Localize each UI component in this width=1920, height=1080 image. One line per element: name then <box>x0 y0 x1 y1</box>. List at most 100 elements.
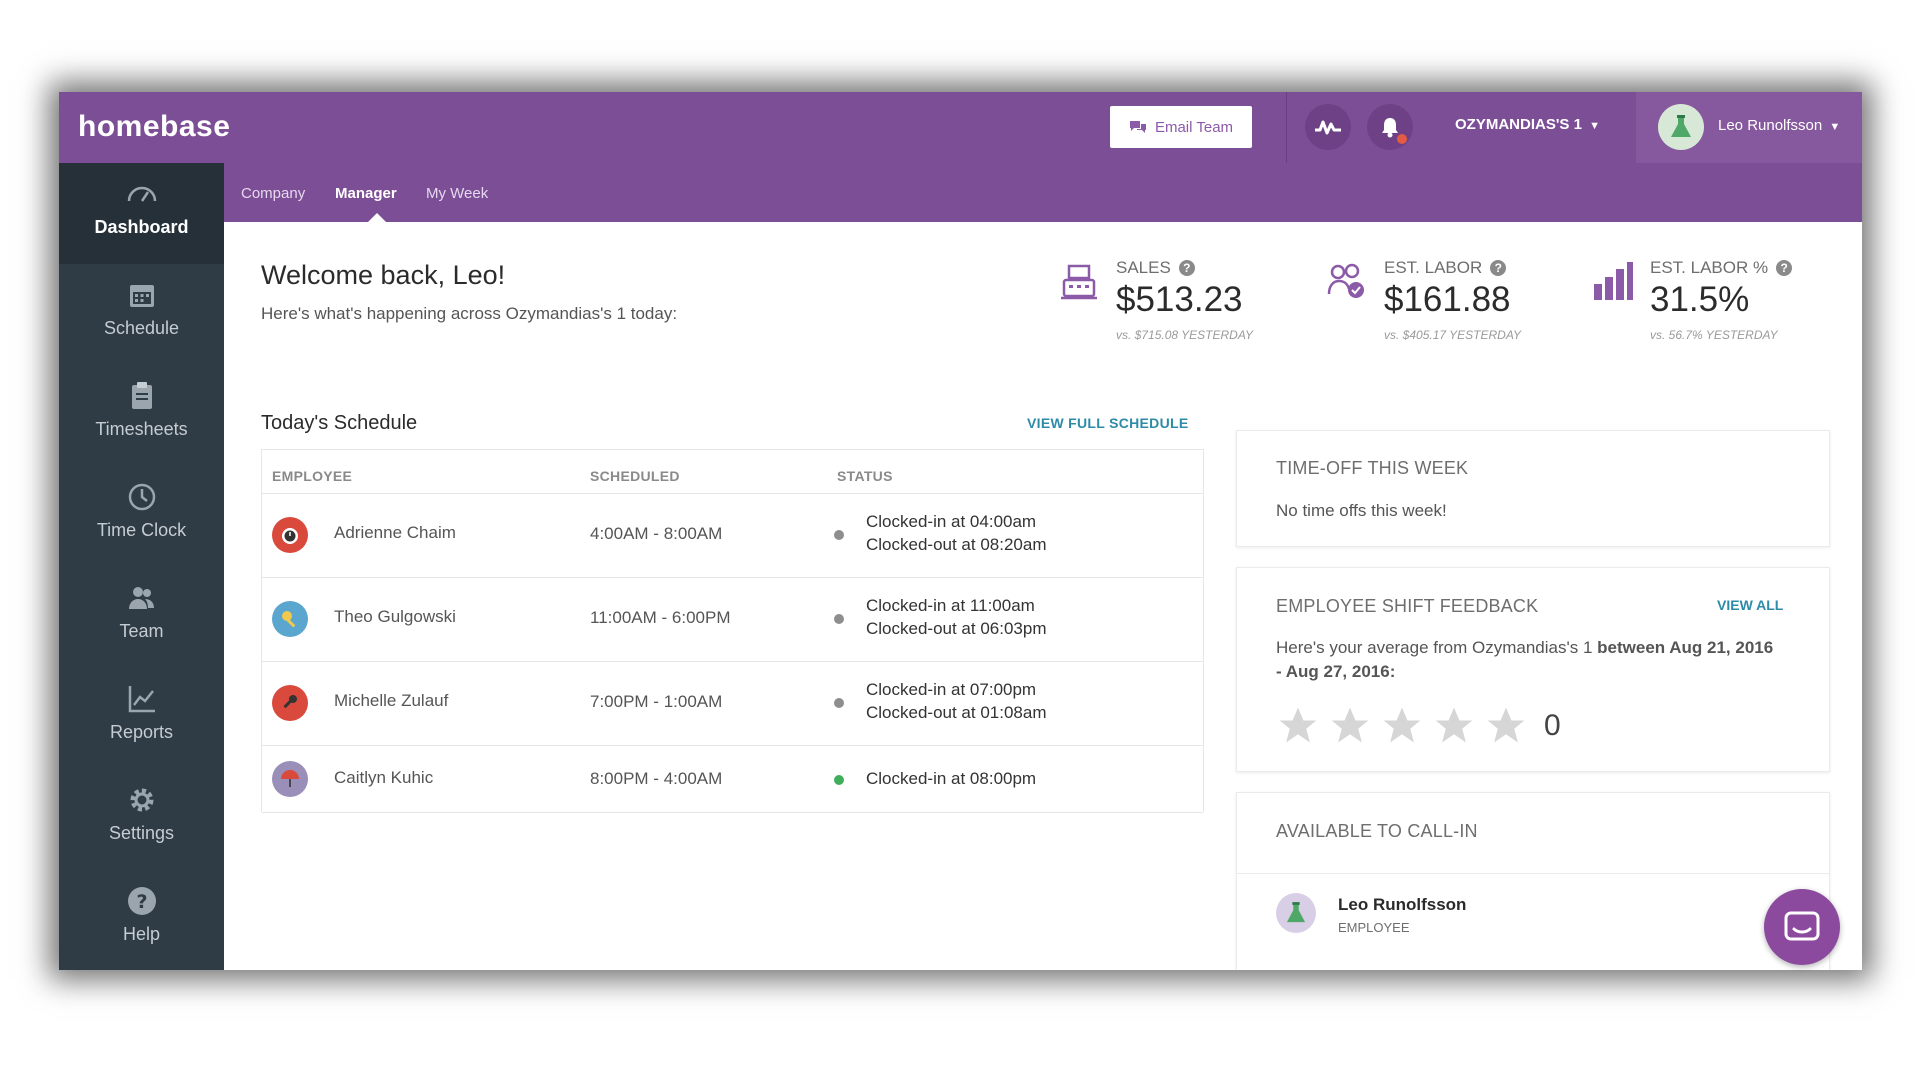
table-row[interactable]: Caitlyn Kuhic 8:00PM - 4:00AM Clocked-in… <box>262 746 1203 813</box>
topbar-divider <box>1286 92 1287 163</box>
kpi-compare: vs. 56.7% YESTERDAY <box>1650 328 1778 342</box>
activity-button[interactable] <box>1305 104 1351 150</box>
tab-manager[interactable]: Manager <box>335 185 397 202</box>
sidebar-item-team[interactable]: Team <box>59 567 224 668</box>
kpi-compare: vs. $405.17 YESTERDAY <box>1384 328 1521 342</box>
chat-bubbles-icon <box>1129 121 1146 133</box>
scheduled-time: 8:00PM - 4:00AM <box>590 769 723 788</box>
top-bar: homebase Email Team OZYMANDIAS'S 1 ▼ <box>59 92 1862 163</box>
flask-icon <box>1286 902 1306 923</box>
help-icon[interactable]: ? <box>1178 260 1195 276</box>
chevron-down-icon: ▼ <box>1589 120 1600 132</box>
sidebar-item-settings[interactable]: Settings <box>59 769 224 870</box>
calendar-icon <box>129 285 154 307</box>
time-off-text: No time offs this week! <box>1276 501 1447 520</box>
homebase-logo[interactable]: homebase <box>78 110 231 143</box>
sidebar-item-label: Time Clock <box>96 520 187 540</box>
sidebar-item-label: Help <box>122 924 161 944</box>
location-selector[interactable]: OZYMANDIAS'S 1 ▼ <box>1455 116 1600 133</box>
table-row[interactable]: Michelle Zulauf 7:00PM - 1:00AM Clocked-… <box>262 662 1203 746</box>
bar-chart-icon <box>1594 262 1633 300</box>
avatar <box>1276 893 1316 933</box>
status-text: Clocked-in at 04:00am <box>866 512 1037 531</box>
help-icon: ? <box>127 887 156 915</box>
sidebar-item-reports[interactable]: Reports <box>59 668 224 769</box>
sidebar-item-label: Team <box>119 621 164 641</box>
status-text: Clocked-out at 08:20am <box>866 535 1047 554</box>
chart-icon <box>128 686 155 713</box>
clock-icon <box>128 483 155 511</box>
rating-count: 0 <box>1544 709 1561 742</box>
sub-navigation: Company Manager My Week <box>224 163 1862 222</box>
status-dot <box>834 614 844 624</box>
kpi-compare: vs. $715.08 YESTERDAY <box>1116 328 1253 342</box>
email-team-button[interactable]: Email Team <box>1110 106 1252 148</box>
view-full-schedule-link[interactable]: VIEW FULL SCHEDULE <box>1027 415 1189 431</box>
divider <box>1237 873 1829 874</box>
cash-register-icon <box>1061 264 1097 300</box>
notification-dot <box>1397 134 1407 144</box>
team-icon <box>128 587 154 609</box>
star-icon <box>1435 707 1473 743</box>
clipboard-icon <box>131 382 152 409</box>
kpi-value: 31.5% <box>1650 280 1750 319</box>
schedule-table: EMPLOYEE SCHEDULED STATUS Adrienne Chaim… <box>261 449 1204 813</box>
employee-name: Theo Gulgowski <box>334 607 456 626</box>
star-icon <box>1487 707 1525 743</box>
star-rating: 0 <box>1276 704 1561 748</box>
page-subtitle: Here's what's happening across Ozymandia… <box>261 304 678 323</box>
tab-company[interactable]: Company <box>241 185 306 202</box>
sidebar-item-timesheets[interactable]: Timesheets <box>59 365 224 466</box>
column-header: STATUS <box>837 468 893 484</box>
card-title: TIME-OFF THIS WEEK <box>1276 458 1469 478</box>
chat-icon <box>1784 911 1820 941</box>
alarm-clock-icon <box>282 528 298 544</box>
sidebar-item-help[interactable]: ? Help <box>59 870 224 970</box>
call-in-employee-name[interactable]: Leo Runolfsson <box>1338 895 1467 914</box>
table-row[interactable]: Adrienne Chaim 4:00AM - 8:00AM Clocked-i… <box>262 494 1203 578</box>
view-all-link[interactable]: VIEW ALL <box>1717 597 1784 613</box>
svg-text:?: ? <box>136 891 147 913</box>
employee-name: Adrienne Chaim <box>334 523 456 542</box>
chevron-down-icon: ▼ <box>1829 121 1841 133</box>
activity-pulse-icon <box>1315 120 1341 135</box>
location-label: OZYMANDIAS'S 1 <box>1455 116 1582 133</box>
sidebar-item-label: Timesheets <box>95 419 188 439</box>
status-dot <box>834 698 844 708</box>
sidebar-item-dashboard[interactable]: Dashboard <box>59 163 224 264</box>
status-text: Clocked-in at 11:00am <box>866 596 1035 615</box>
help-icon[interactable]: ? <box>1490 260 1507 276</box>
kpi-value: $513.23 <box>1116 280 1243 319</box>
status-text: Clocked-out at 01:08am <box>866 703 1047 722</box>
call-in-employee-role: EMPLOYEE <box>1338 920 1410 935</box>
sidebar-item-schedule[interactable]: Schedule <box>59 264 224 365</box>
help-icon[interactable]: ? <box>1776 260 1793 276</box>
page-title: Welcome back, Leo! <box>261 260 506 290</box>
shift-feedback-card: EMPLOYEE SHIFT FEEDBACK VIEW ALL Here's … <box>1236 567 1830 772</box>
feedback-text: Here's your average from Ozymandias's 1 … <box>1276 638 1774 681</box>
user-name: Leo Runolfsson ▼ <box>1718 117 1841 134</box>
bell-icon <box>1382 118 1398 138</box>
table-row[interactable]: Theo Gulgowski 11:00AM - 6:00PM Clocked-… <box>262 578 1203 662</box>
sidebar-item-label: Dashboard <box>94 217 189 237</box>
call-in-card: AVAILABLE TO CALL-IN Leo Runolfsson EMPL… <box>1236 792 1830 970</box>
sidebar-item-time-clock[interactable]: Time Clock <box>59 466 224 567</box>
key-icon <box>282 611 296 628</box>
card-title: EMPLOYEE SHIFT FEEDBACK <box>1276 596 1539 616</box>
tab-my-week[interactable]: My Week <box>426 185 489 202</box>
chat-launcher-button[interactable] <box>1764 889 1840 965</box>
star-icon <box>1383 707 1421 743</box>
status-dot <box>834 775 844 785</box>
email-team-label: Email Team <box>1154 118 1234 136</box>
schedule-title: Today's Schedule <box>261 412 418 434</box>
sidebar-item-label: Schedule <box>103 318 180 338</box>
column-header: SCHEDULED <box>590 468 680 484</box>
employee-name: Michelle Zulauf <box>334 691 449 710</box>
time-off-card: TIME-OFF THIS WEEK No time offs this wee… <box>1236 430 1830 547</box>
user-menu[interactable]: Leo Runolfsson ▼ <box>1636 92 1862 163</box>
scheduled-time: 11:00AM - 6:00PM <box>590 608 731 627</box>
kpi-value: $161.88 <box>1384 280 1511 319</box>
notifications-button[interactable] <box>1367 104 1413 150</box>
active-tab-indicator <box>368 213 386 222</box>
scheduled-time: 7:00PM - 1:00AM <box>590 692 723 711</box>
